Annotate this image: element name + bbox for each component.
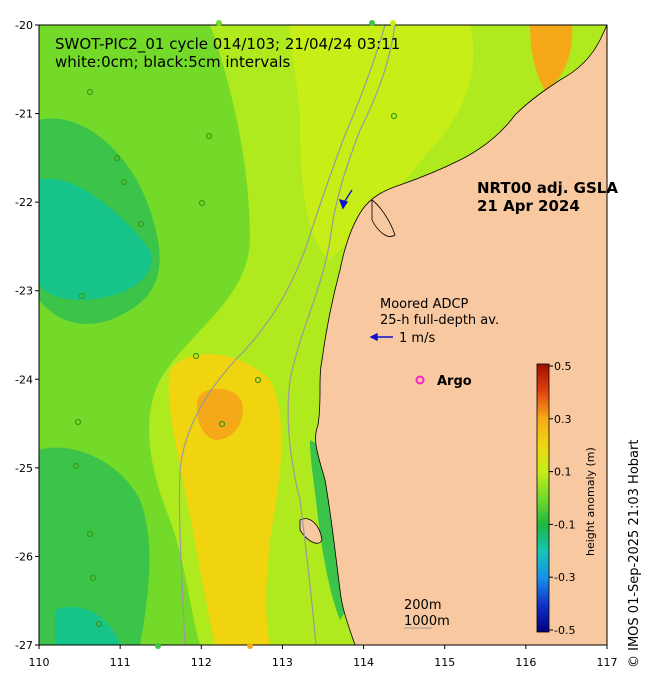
y-tick-label: -21: [15, 108, 33, 121]
product-label: NRT00 adj. GSLA: [477, 179, 618, 197]
x-tick-label: 117: [597, 656, 618, 669]
y-tick-label: -25: [15, 462, 33, 475]
y-tick-label: -26: [15, 550, 33, 563]
colorbar-tick-label: -0.5: [554, 624, 575, 637]
colorbar-tick-label: 0.3: [554, 413, 572, 426]
argo-float-markers: [72, 88, 398, 628]
x-tick-label: 114: [353, 656, 374, 669]
adcp-legend-subtitle: 25-h full-depth av.: [380, 313, 499, 328]
mid-anomaly-region-north: [290, 25, 474, 260]
edge-marker: [216, 20, 222, 26]
x-tick-label: 116: [515, 656, 536, 669]
island: [371, 199, 396, 237]
adcp-scale-arrow: [369, 332, 393, 342]
product-date: 21 Apr 2024: [477, 197, 580, 215]
x-tick-label: 115: [434, 656, 455, 669]
lowest-anomaly-region: [39, 178, 152, 300]
edge-marker: [247, 643, 253, 649]
x-axis: 110 111 112 113 114 115 116 117: [29, 645, 618, 669]
mid-anomaly-region-central: [168, 353, 282, 645]
plot-frame: [38, 24, 608, 646]
high-anomaly-region: [196, 388, 243, 440]
edge-marker: [155, 643, 161, 649]
adcp-legend-title: Moored ADCP: [380, 297, 469, 312]
colorbar-ticks: 0.5 0.3 0.1 -0.1 -0.3 -0.5: [549, 360, 575, 637]
isobath-label-200m: 200m: [404, 598, 441, 613]
colorbar-tick-label: 0.5: [554, 360, 572, 373]
x-tick-label: 112: [191, 656, 212, 669]
argo-legend-label: Argo: [437, 374, 472, 389]
land-mass: [315, 25, 607, 645]
y-tick-label: -27: [15, 639, 33, 652]
lower-anomaly-region-south: [39, 447, 150, 645]
anomaly-field: [39, 25, 607, 645]
x-tick-label: 110: [29, 656, 50, 669]
colorbar-tick-label: -0.3: [554, 571, 575, 584]
credit-text: © IMOS 01-Sep-2025 21:03 Hobart: [627, 440, 642, 668]
map-subtitle: white:0cm; black:5cm intervals: [55, 53, 291, 71]
high-anomaly-region-northeast: [530, 25, 573, 90]
x-tick-label: 111: [110, 656, 131, 669]
y-axis: -20 -21 -22 -23 -24 -25 -26 -27: [15, 19, 39, 652]
map-title: SWOT-PIC2_01 cycle 014/103; 21/04/24 03:…: [55, 35, 400, 54]
y-tick-label: -22: [15, 196, 33, 209]
colorbar-tick-label: -0.1: [554, 518, 575, 531]
x-tick-label: 113: [272, 656, 293, 669]
lowest-anomaly-region-south: [55, 606, 120, 645]
argo-legend-icon: [415, 375, 425, 385]
edge-marker: [390, 20, 396, 26]
edge-marker: [369, 20, 375, 26]
isobath-200m: [287, 25, 396, 645]
colorbar: [536, 363, 550, 633]
adcp-scale-label: 1 m/s: [399, 331, 435, 346]
isobath-1000m: [178, 25, 386, 645]
isobath-label-1000m: 1000m: [404, 614, 450, 629]
adcp-velocity-arrow: [338, 189, 353, 210]
y-tick-label: -23: [15, 285, 33, 298]
y-tick-label: -20: [15, 19, 33, 32]
colorbar-tick-label: 0.1: [554, 466, 572, 479]
colorbar-label: height anomaly (m): [584, 447, 597, 556]
y-tick-label: -24: [15, 373, 33, 386]
